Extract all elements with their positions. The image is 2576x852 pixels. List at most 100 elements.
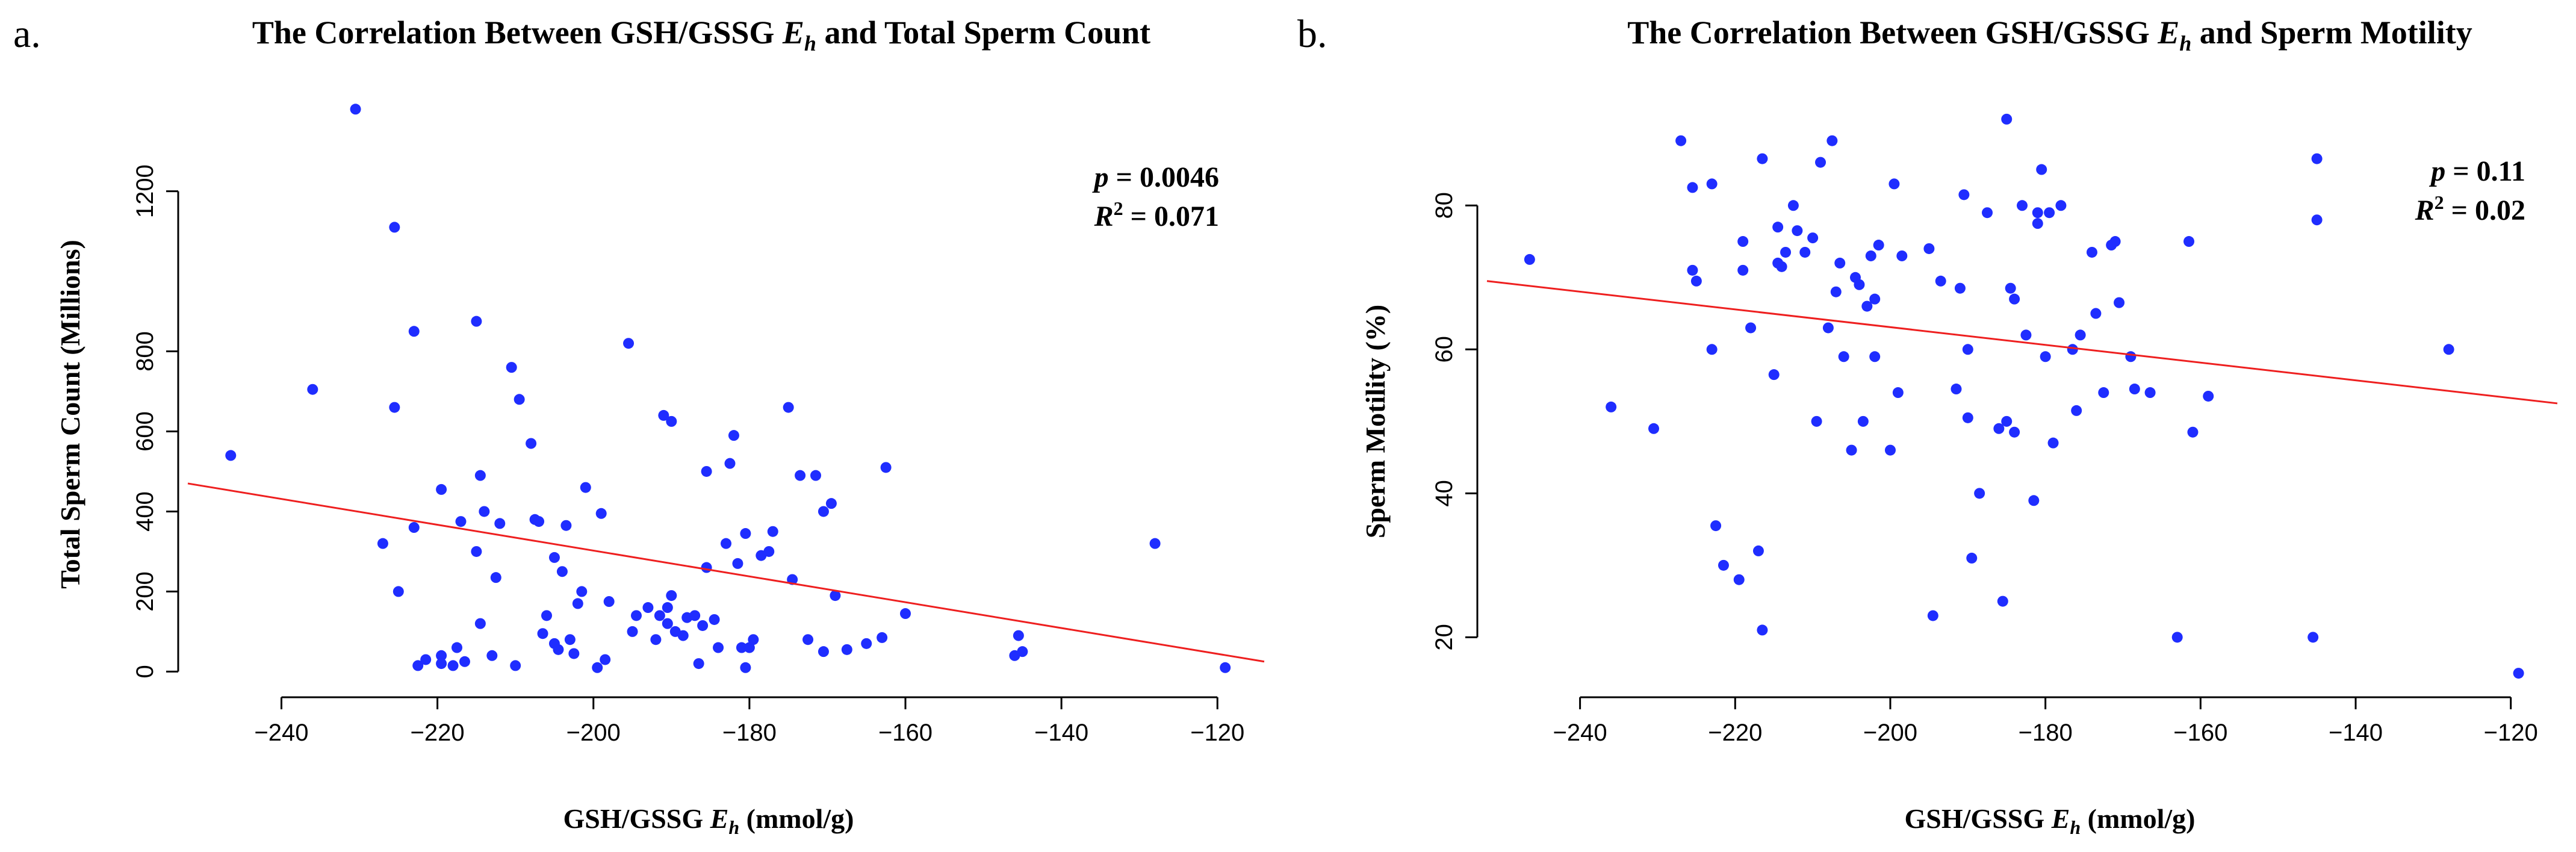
panel-a-data-point [736,642,747,653]
panel-b-data-point [1687,264,1698,276]
panel-a-data-point [412,660,424,671]
panel-b-data-point [2109,236,2121,247]
panel-b-data-point [1815,157,1826,168]
panel-a-data-point [767,526,778,537]
panel-a-data-point [479,506,490,517]
panel-b-data-point [1706,344,1718,355]
panel-a-data-point [548,552,560,563]
panel-b-data-point [1811,415,1822,427]
panel-a-data-point [740,528,751,539]
panel-b-data-point [1648,423,1660,434]
panel-a-data-point [494,518,506,529]
panel-a-data-point [743,642,755,653]
panel-b-y-tick-label: 60 [1431,336,1457,363]
panel-a-data-point [701,465,712,477]
panel-b-regression-line [1486,280,2558,405]
panel-b-data-point [1997,595,2008,607]
panel-a-data-point [732,558,743,569]
panel-a-data-point [436,658,447,670]
panel-a-data-point [533,516,545,527]
panel-a-data-point [1220,662,1231,673]
panel-a-data-point [818,506,829,517]
panel-b-data-point [1974,488,1985,499]
panel-b-data-point [1873,240,1884,251]
panel-b-data-point [1687,182,1698,193]
panel-a-data-point [689,610,701,621]
panel-a-data-point [408,522,420,533]
panel-a-data-point [471,546,482,557]
panel-b-x-tick-label: −220 [1708,720,1762,746]
panel-a-data-point [474,618,486,629]
panel-a-data-point [1017,646,1028,658]
panel-a-data-point [541,610,552,621]
panel-b-data-point [1757,624,1768,636]
panel-b-data-point [2443,344,2454,355]
panel-a-data-point [693,658,704,670]
panel-a-x-tick-label: −220 [411,720,465,746]
panel-b-data-point [2028,495,2040,506]
panel-b-data-point [1861,300,1873,312]
panel-b-data-point [1962,344,1973,355]
panel-b-data-point [2171,632,2183,643]
panel-b-data-point [2044,207,2055,219]
panel-a-data-point [721,538,731,549]
panel-b-y-tick-label: 80 [1431,192,1457,219]
panel-a-data-point [666,415,677,427]
panel-a-x-tick-label: −140 [1034,720,1088,746]
panel-b-data-point [1869,351,1881,362]
panel-b-data-point [1606,401,1617,412]
panel-b-data-point [1830,286,1842,297]
panel-b-data-point [1838,351,1849,362]
panel-b-x-axis-label: GSH/GSSG Eh (mmol/g) [1905,803,2196,838]
panel-b-data-point [2129,384,2140,395]
panel-a: a. The Correlation Between GSH/GSSG Eh a… [13,12,1265,838]
panel-a-data-point [377,538,388,549]
panel-a-data-point [420,654,432,665]
panel-a-data-point [697,620,709,631]
panel-b-y-tick-label: 20 [1431,624,1457,651]
panel-b-data-point [1834,257,1846,269]
panel-b-r-squared: R2 = 0.02 [2415,191,2525,226]
panel-b-data-point [2071,405,2082,416]
panel-b-data-point [1854,279,1865,290]
panel-a-x-tick-label: −160 [878,720,933,746]
panel-a-data-point [795,470,806,481]
panel-a-data-point [225,450,237,461]
panel-b-data-point [2187,426,2199,438]
panel-b-data-point [1807,232,1819,244]
panel-a-data-point [666,590,677,602]
panel-a-data-point [459,656,470,667]
panel-b-data-point [2203,390,2214,402]
panel-b-data-point [1822,322,1834,334]
panel-a-plot: −240 −220 −200 −180 −160 −140 −120 0 200 400 600 80… [132,104,1265,746]
panel-a-data-point [537,628,548,639]
panel-b-data-point [1962,412,1973,423]
panel-b-data-point [1896,250,1908,261]
panel-b-x-tick-label: −240 [1553,720,1607,746]
panel-a-data-point [818,646,829,658]
panel-b-letter: b. [1297,12,1327,56]
panel-b-data-point [2183,236,2195,247]
panel-a-data-point [486,650,498,661]
panel-b-p-value: p = 0.11 [2429,155,2525,187]
panel-b-data-point [1954,282,1966,294]
panel-b-data-point [2009,293,2020,305]
panel-a-data-point [677,630,689,641]
panel-a-y-tick-label: 0 [132,665,158,678]
panel-b-data-point [1768,369,1780,381]
panel-a-data-point [658,409,669,421]
panel-b-data-point [1857,415,1869,427]
panel-b-data-point [2075,329,2086,341]
panel-a-data-point [642,602,654,614]
panel-b-data-point [1675,135,1687,146]
panel-a-data-point [802,634,814,645]
panel-a-data-point [861,638,872,649]
panel-b-data-point [2001,415,2013,427]
panel-a-data-point [662,602,673,614]
panel-a-x-tick-label: −120 [1190,720,1244,746]
panel-a-letter: a. [13,12,41,56]
panel-a-x-tick-label: −240 [254,720,308,746]
panel-b-data-point [1935,275,1946,287]
panel-a-r-squared: R2 = 0.071 [1094,197,1219,232]
panel-b-data-point [1846,444,1857,456]
